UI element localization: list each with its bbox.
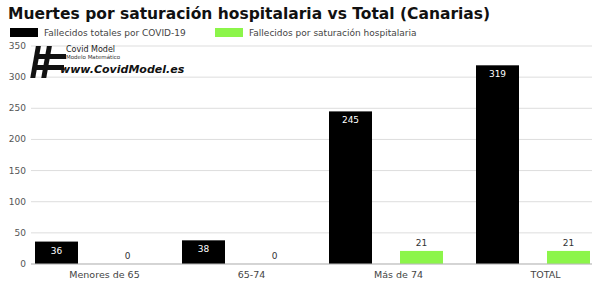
logo-hash xyxy=(30,46,41,78)
x-tick-label: 65-74 xyxy=(238,269,266,280)
data-label: 36 xyxy=(51,246,63,256)
legend-swatch xyxy=(10,28,38,37)
data-label: 0 xyxy=(125,251,131,261)
logo-hash xyxy=(38,54,66,59)
data-labels: 36 38 245 319 0 0 21 21 xyxy=(51,69,574,261)
legend-swatch xyxy=(215,28,243,37)
logo: Covid ModelModelo Matemático www.CovidMod… xyxy=(30,45,184,78)
bar xyxy=(476,65,519,264)
data-label: 21 xyxy=(416,238,427,248)
y-tick-label: 250 xyxy=(9,103,26,113)
y-tick-label: 50 xyxy=(15,228,27,238)
x-tick-label: TOTAL xyxy=(529,269,561,280)
y-tick-label: 200 xyxy=(9,134,26,144)
y-tick-label: 350 xyxy=(9,41,26,51)
bar xyxy=(329,111,372,264)
bars xyxy=(35,65,590,264)
bar xyxy=(35,242,78,264)
data-label: 21 xyxy=(563,238,574,248)
bar xyxy=(547,251,590,264)
title: Muertes por saturación hospitalaria vs T… xyxy=(8,5,490,23)
x-tick-label: Menores de 65 xyxy=(69,269,139,280)
logo-title: Covid Model xyxy=(66,45,115,54)
legend-label: Fallecidos por saturación hospitalaria xyxy=(249,28,416,38)
data-label: 245 xyxy=(342,115,359,125)
logo-subtitle: Modelo Matemático xyxy=(66,54,121,60)
bar xyxy=(182,240,225,264)
grid-line xyxy=(31,46,592,47)
logo-url: www.CovidModel.es xyxy=(60,63,185,76)
chart: Muertes por saturación hospitalaria vs T… xyxy=(0,0,600,290)
logo-hash xyxy=(41,46,52,78)
legend-label: Fallecidos totales por COVID-19 xyxy=(44,28,186,38)
x-tick-label: Más de 74 xyxy=(374,269,423,280)
data-label: 38 xyxy=(198,244,210,254)
data-label: 319 xyxy=(489,69,506,79)
y-tick-label: 150 xyxy=(9,166,26,176)
y-tick-label: 0 xyxy=(20,259,26,269)
data-label: 0 xyxy=(272,251,278,261)
grid-line xyxy=(31,264,592,265)
y-tick-label: 100 xyxy=(9,197,26,207)
bar xyxy=(400,251,443,264)
x-axis xyxy=(31,264,592,265)
y-tick-label: 300 xyxy=(9,72,26,82)
